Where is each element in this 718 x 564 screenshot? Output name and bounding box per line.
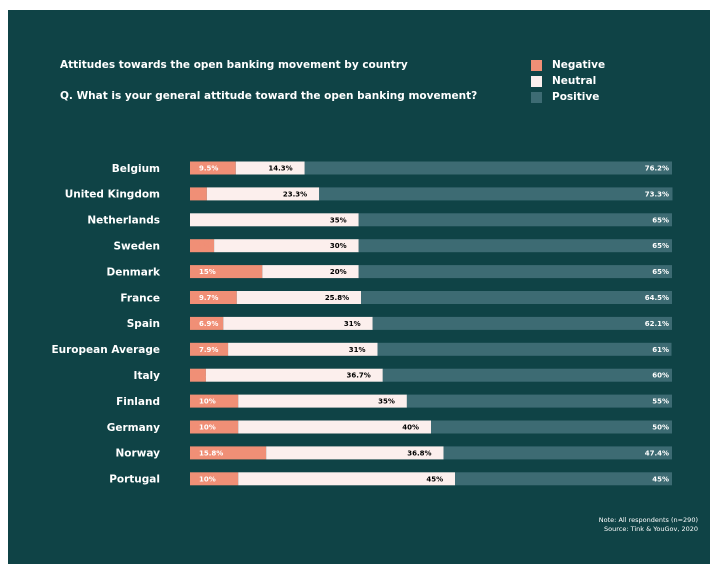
bar-segment-neutral — [238, 472, 456, 486]
data-label-negative: 10% — [199, 398, 216, 406]
bar-segment-neutral — [206, 187, 320, 201]
data-label-positive: 76.2% — [645, 165, 669, 173]
bar-segment-neutral — [238, 394, 407, 408]
legend-label-positive: Positive — [552, 91, 600, 103]
bar-segment-neutral — [235, 161, 305, 175]
category-label: Norway — [116, 448, 161, 460]
bar-segment-negative — [190, 394, 239, 408]
data-label-negative: 5% — [199, 242, 211, 250]
data-label-negative: 6.9% — [199, 320, 218, 328]
category-label: Italy — [134, 370, 161, 382]
data-label-positive: 45% — [652, 475, 669, 483]
bar-segment-positive — [319, 187, 673, 201]
data-label-negative: 15.8% — [199, 449, 223, 457]
category-label: Denmark — [107, 266, 162, 278]
bar-segment-positive — [358, 239, 672, 253]
data-label-negative: 7.9% — [199, 346, 218, 354]
bar-segment-positive — [361, 291, 672, 304]
bar-segment-neutral — [262, 265, 359, 279]
bar-segment-neutral — [238, 420, 431, 434]
bar-segment-negative — [190, 265, 263, 279]
bar-segment-neutral — [236, 291, 362, 304]
bar-segment-positive — [431, 420, 672, 434]
bar-segment-neutral — [190, 213, 359, 227]
bar-segment-negative — [190, 239, 215, 253]
bar-segment-positive — [304, 161, 672, 175]
category-label: European Average — [51, 344, 160, 356]
data-label-neutral: 23.3% — [283, 190, 307, 198]
data-label-negative: 9.5% — [199, 165, 218, 173]
category-label: France — [120, 292, 160, 304]
data-label-neutral: 45% — [426, 475, 443, 483]
category-label: Sweden — [114, 241, 161, 253]
bar-segment-neutral — [223, 316, 373, 330]
category-label: Netherlands — [87, 215, 160, 227]
data-label-positive: 65% — [652, 242, 669, 250]
bar-segment-neutral — [228, 342, 378, 356]
data-label-positive: 55% — [652, 398, 669, 406]
bar-segment-negative — [190, 161, 236, 175]
legend-label-neutral: Neutral — [552, 75, 597, 87]
data-label-positive: 60% — [652, 372, 669, 380]
bar-segment-negative — [190, 446, 267, 460]
data-label-positive: 64.5% — [645, 294, 669, 302]
bar-segment-positive — [443, 446, 672, 460]
legend-swatch-neutral — [531, 76, 542, 87]
data-label-positive: 50% — [652, 424, 669, 432]
data-label-neutral: 31% — [344, 320, 361, 328]
category-label: Belgium — [112, 163, 160, 175]
data-label-neutral: 35% — [330, 216, 347, 224]
bar-segment-negative — [190, 316, 224, 330]
bar-segment-neutral — [205, 368, 383, 382]
data-label-neutral: 25.8% — [325, 294, 349, 302]
bar-segment-negative — [190, 420, 239, 434]
bar-segment-positive — [377, 342, 672, 356]
category-label: United Kingdom — [65, 189, 160, 201]
bar-segment-positive — [358, 213, 672, 227]
bar-segment-positive — [406, 394, 672, 408]
category-label: Germany — [107, 422, 160, 434]
data-label-positive: 47.4% — [645, 449, 669, 457]
bar-segment-positive — [382, 368, 672, 382]
data-label-neutral: 36.7% — [347, 372, 371, 380]
chart-subtitle: Q. What is your general attitude toward … — [60, 90, 478, 102]
data-label-positive: 65% — [652, 216, 669, 224]
category-label: Spain — [127, 318, 160, 330]
bar-segment-negative — [190, 342, 229, 356]
bar-segment-positive — [358, 265, 672, 279]
data-label-positive: 61% — [652, 346, 669, 354]
data-label-neutral: 20% — [330, 268, 347, 276]
bar-segment-neutral — [214, 239, 359, 253]
bar-segment-positive — [372, 316, 672, 330]
data-label-neutral: 35% — [378, 398, 395, 406]
data-label-neutral: 40% — [402, 424, 419, 432]
bar-segment-negative — [190, 368, 206, 382]
data-label-neutral: 31% — [349, 346, 366, 354]
chart-panel — [8, 10, 710, 564]
data-label-neutral: 30% — [330, 242, 347, 250]
data-label-negative: 10% — [199, 475, 216, 483]
chart-note: Note: All respondents (n=290) — [598, 516, 698, 524]
bar-segment-negative — [190, 472, 239, 486]
chart-title: Attitudes towards the open banking movem… — [60, 59, 408, 71]
bar-segment-negative — [190, 187, 207, 201]
bar-segment-negative — [190, 291, 237, 304]
category-label: Portugal — [109, 474, 160, 486]
bar-segment-neutral — [266, 446, 444, 460]
data-label-negative: 9.7% — [199, 294, 218, 302]
category-label: Finland — [116, 396, 160, 408]
bar-segment-positive — [455, 472, 672, 486]
legend-label-negative: Negative — [552, 59, 606, 71]
data-label-positive: 62.1% — [645, 320, 669, 328]
data-label-negative: 15% — [199, 268, 216, 276]
legend-swatch-negative — [531, 60, 542, 71]
data-label-positive: 65% — [652, 268, 669, 276]
data-label-neutral: 14.3% — [268, 165, 292, 173]
data-label-negative: 10% — [199, 424, 216, 432]
data-label-positive: 73.3% — [645, 190, 669, 198]
legend-swatch-positive — [531, 92, 542, 103]
data-label-neutral: 36.8% — [407, 449, 431, 457]
chart-source: Source: Tink & YouGov, 2020 — [604, 525, 698, 533]
